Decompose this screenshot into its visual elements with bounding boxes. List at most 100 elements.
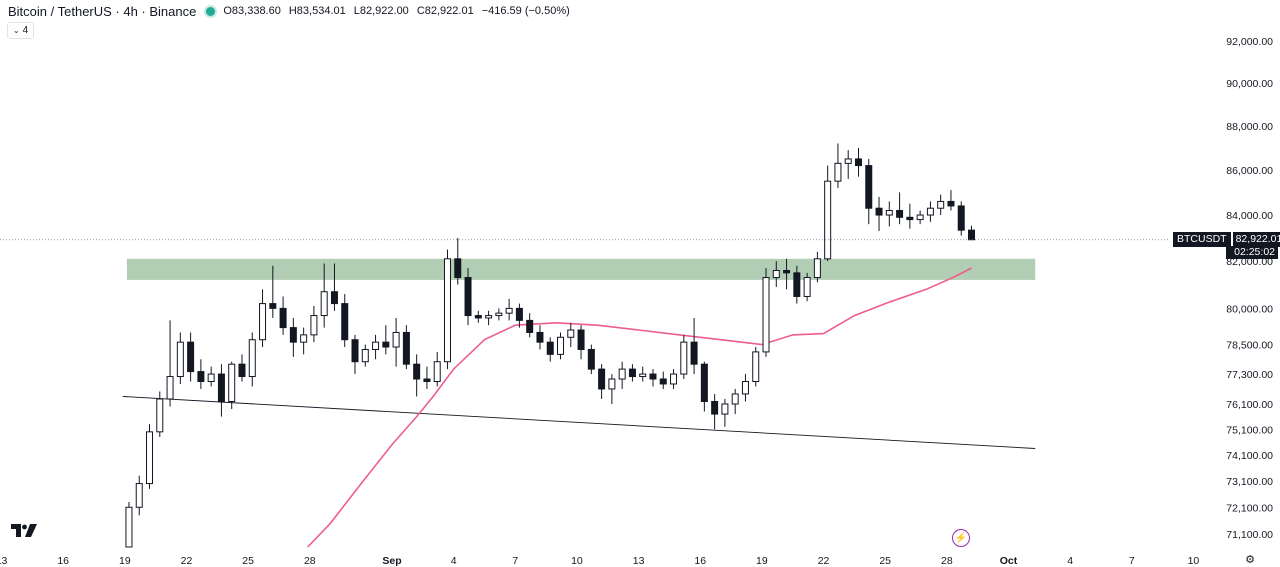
y-tick-label: 78,500.00 [1226, 340, 1273, 352]
candle [341, 294, 349, 348]
candle [968, 225, 976, 241]
candle-body [608, 378, 616, 390]
candle [464, 268, 472, 326]
chevron-down-icon: ⌄ [12, 26, 20, 35]
candle [926, 201, 934, 222]
candle [454, 237, 462, 285]
x-tick-label: 13 [633, 555, 645, 567]
lightning-icon[interactable]: ⚡ [952, 529, 970, 547]
candle-body [217, 373, 225, 402]
candle-body [803, 277, 811, 297]
candle-body [598, 368, 606, 390]
candle-body [474, 315, 482, 319]
candle-body [587, 348, 595, 370]
candle [279, 296, 287, 335]
candle [289, 317, 297, 357]
candle-body [361, 348, 369, 363]
candle-body [772, 269, 780, 279]
x-tick-label: 7 [1129, 555, 1135, 567]
candle [269, 265, 277, 318]
candle-body [690, 341, 698, 365]
candle-body [896, 209, 904, 218]
candle [598, 364, 606, 399]
gear-icon[interactable]: ⚙ [1245, 553, 1255, 566]
indicators-toggle-button[interactable]: ⌄ 4 [7, 22, 34, 39]
candle-body [937, 200, 945, 209]
y-tick-label: 75,100.00 [1226, 424, 1273, 436]
x-tick-label: 25 [879, 555, 891, 567]
candle-body [197, 371, 205, 382]
candle-body [567, 329, 575, 338]
candle [731, 388, 739, 415]
ohlc-close: C82,922.01 [416, 5, 474, 17]
candle [896, 192, 904, 225]
candle [135, 475, 143, 516]
candle-body [310, 315, 318, 336]
price-axis[interactable]: 92,000.00 90,000.00 88,000.00 86,000.00 84,0… [1226, 36, 1273, 541]
candle-body [454, 258, 462, 279]
candle-body [557, 336, 565, 355]
candle-body [670, 373, 678, 385]
candle [515, 303, 523, 328]
candle-body [700, 363, 708, 402]
trendline[interactable] [122, 396, 1036, 449]
candle-body [279, 307, 287, 329]
candle [834, 143, 842, 188]
last-price-value: 82,922.01 [1232, 232, 1280, 247]
x-tick-label: 16 [57, 555, 69, 567]
candle-body [711, 400, 719, 415]
candle [608, 374, 616, 404]
candle-body [289, 327, 297, 343]
ohlc-low: L82,922.00 [353, 5, 409, 17]
candle-body [762, 277, 770, 353]
candle-body [947, 200, 955, 207]
candle-body [628, 368, 636, 378]
symbol-title[interactable]: Bitcoin / TetherUS · 4h · Binance [8, 3, 197, 19]
candle [474, 310, 482, 323]
candle [330, 263, 338, 311]
candle [187, 332, 195, 382]
x-tick-label: 25 [242, 555, 254, 567]
candle [197, 359, 205, 389]
candle-body [392, 331, 400, 348]
candle [259, 289, 267, 348]
ma-line [307, 267, 972, 548]
candle-body [813, 258, 821, 279]
x-tick-label: 22 [181, 555, 193, 567]
x-tick-label: 28 [304, 555, 316, 567]
candle [649, 369, 657, 387]
y-tick-label: 76,100.00 [1226, 399, 1273, 411]
y-tick-label: 84,000.00 [1226, 210, 1273, 222]
candle [166, 320, 174, 407]
tradingview-logo-icon[interactable] [10, 522, 38, 538]
candle-body [433, 361, 441, 382]
candle [146, 424, 154, 489]
y-tick-label: 90,000.00 [1226, 78, 1273, 90]
candle-body [372, 341, 380, 350]
bar-countdown: 02:25:02 [1226, 246, 1278, 259]
candle-body [618, 368, 626, 380]
candle [217, 364, 225, 417]
candle [495, 308, 503, 321]
candle [207, 366, 215, 387]
candle-body [300, 334, 308, 343]
x-tick-label: 10 [1188, 555, 1200, 567]
candle-body [176, 341, 184, 378]
candle [402, 325, 410, 370]
candle [372, 334, 380, 360]
y-tick-label: 80,000.00 [1226, 303, 1273, 315]
time-axis[interactable]: 13 16 19 22 25 28 Sep 4 7 10 13 16 19 22 25 28 Oct 4 7 10 [0, 555, 1199, 567]
candle [783, 258, 791, 290]
ohlc-high: H83,534.01 [288, 5, 346, 17]
candle [300, 327, 308, 355]
candle [361, 344, 369, 367]
x-tick-label: 22 [818, 555, 830, 567]
candle [752, 347, 760, 387]
y-tick-label: 86,000.00 [1226, 165, 1273, 177]
resistance-zone[interactable] [126, 258, 1036, 280]
candle [803, 272, 811, 302]
x-tick-label: Sep [382, 555, 401, 567]
y-tick-label: 73,100.00 [1226, 476, 1273, 488]
ohlc-open: O83,338.60 [223, 5, 281, 17]
